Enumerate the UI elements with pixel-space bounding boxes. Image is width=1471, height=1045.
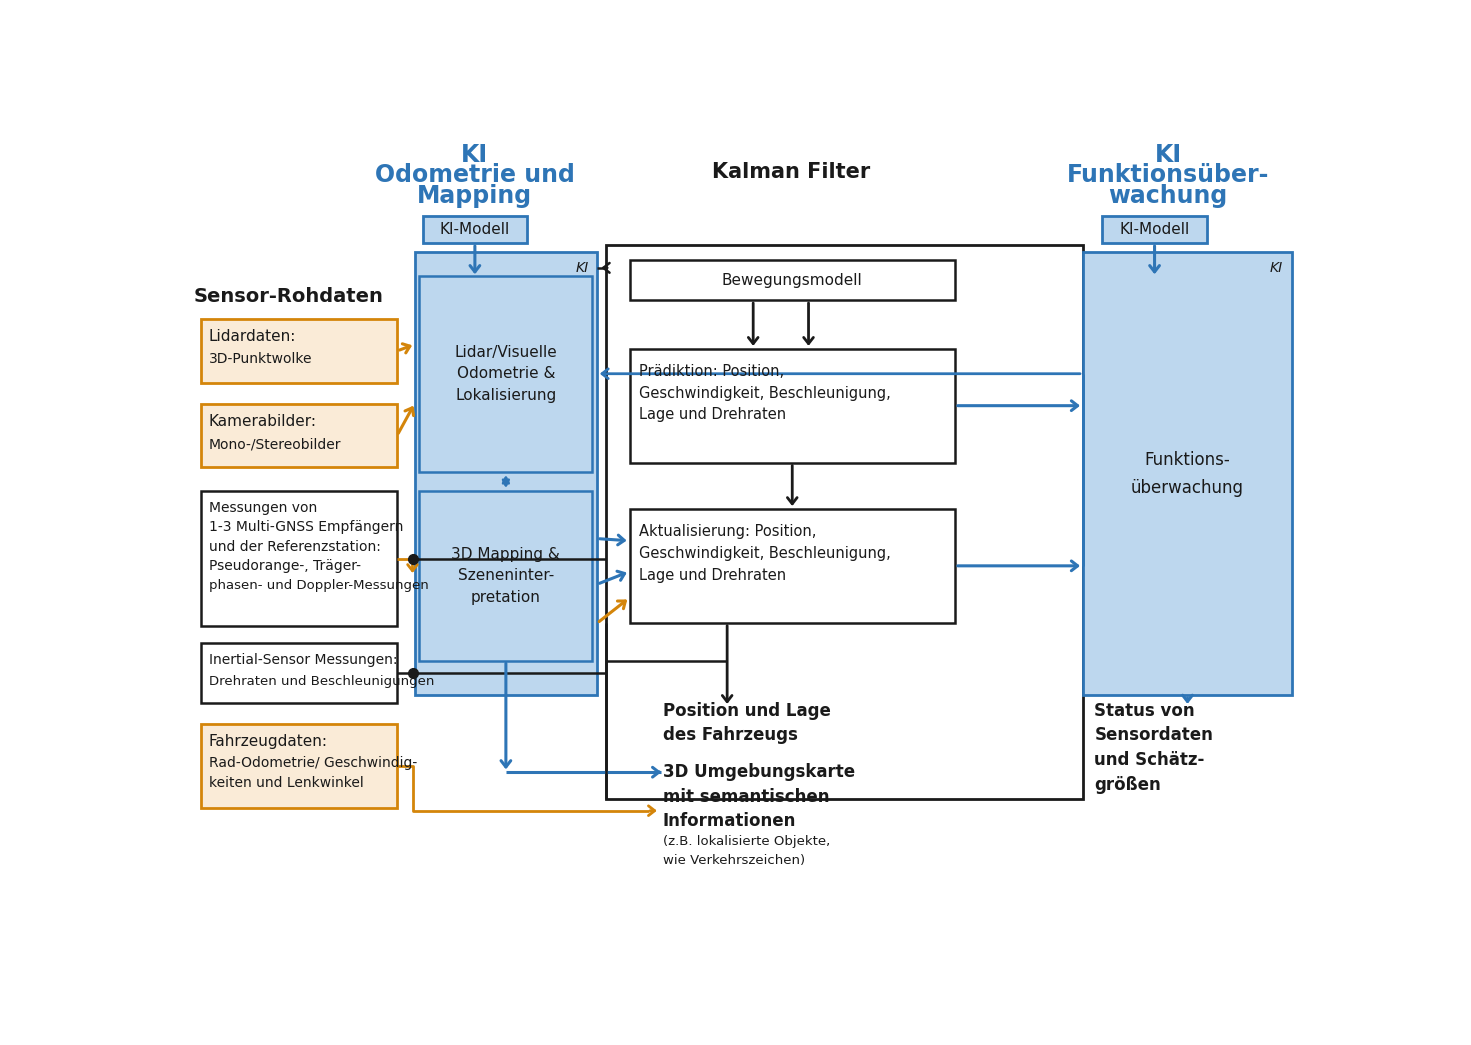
Bar xyxy=(1083,253,1292,695)
Text: wie Verkehrszeichen): wie Verkehrszeichen) xyxy=(663,854,805,867)
Bar xyxy=(202,404,397,467)
Text: überwachung: überwachung xyxy=(1131,479,1244,496)
Text: Kalman Filter: Kalman Filter xyxy=(712,162,869,182)
Text: keiten und Lenkwinkel: keiten und Lenkwinkel xyxy=(209,776,363,790)
Text: Szeneninter-: Szeneninter- xyxy=(457,568,555,583)
Text: 3D-Punktwolke: 3D-Punktwolke xyxy=(209,352,312,367)
Text: KI-Modell: KI-Modell xyxy=(1119,223,1190,237)
Bar xyxy=(419,491,593,660)
Text: Odometrie und: Odometrie und xyxy=(375,163,575,187)
Text: Prädiktion: Position,: Prädiktion: Position, xyxy=(638,365,784,379)
Text: Geschwindigkeit, Beschleunigung,: Geschwindigkeit, Beschleunigung, xyxy=(638,386,890,401)
Text: Rad-Odometrie/ Geschwindig-: Rad-Odometrie/ Geschwindig- xyxy=(209,756,416,770)
Text: des Fahrzeugs: des Fahrzeugs xyxy=(663,726,797,744)
Text: 1-3 Multi-GNSS Empfängern: 1-3 Multi-GNSS Empfängern xyxy=(209,520,403,534)
Bar xyxy=(630,349,955,463)
Text: Odometrie &: Odometrie & xyxy=(456,366,555,381)
Bar xyxy=(419,276,593,472)
Text: Lokalisierung: Lokalisierung xyxy=(455,388,556,402)
Text: Geschwindigkeit, Beschleunigung,: Geschwindigkeit, Beschleunigung, xyxy=(638,547,890,561)
Bar xyxy=(630,260,955,300)
Text: Informationen: Informationen xyxy=(663,812,796,831)
Text: Lidar/Visuelle: Lidar/Visuelle xyxy=(455,345,558,359)
Bar xyxy=(202,643,397,703)
Bar xyxy=(202,724,397,808)
Text: KI: KI xyxy=(1269,261,1283,275)
Text: Fahrzeugdaten:: Fahrzeugdaten: xyxy=(209,734,328,749)
Text: Position und Lage: Position und Lage xyxy=(663,701,831,720)
Text: Kamerabilder:: Kamerabilder: xyxy=(209,414,316,428)
Text: Lidardaten:: Lidardaten: xyxy=(209,329,296,344)
Text: wachung: wachung xyxy=(1109,184,1228,208)
Text: Mono-/Stereobilder: Mono-/Stereobilder xyxy=(209,437,341,451)
Text: Sensordaten: Sensordaten xyxy=(1094,726,1214,744)
Text: und Schätz-: und Schätz- xyxy=(1094,751,1205,769)
Text: Bewegungsmodell: Bewegungsmodell xyxy=(722,273,862,287)
Text: KI-Modell: KI-Modell xyxy=(440,223,510,237)
Text: 3D Mapping &: 3D Mapping & xyxy=(452,547,560,562)
Text: größen: größen xyxy=(1094,775,1161,793)
Text: phasen- und Doppler-Messungen: phasen- und Doppler-Messungen xyxy=(209,579,428,591)
Bar xyxy=(630,509,955,623)
Bar xyxy=(422,216,527,243)
Text: pretation: pretation xyxy=(471,590,541,605)
Bar xyxy=(415,253,597,695)
Text: Funktionsüber-: Funktionsüber- xyxy=(1066,163,1269,187)
Text: (z.B. lokalisierte Objekte,: (z.B. lokalisierte Objekte, xyxy=(663,835,830,847)
Text: und der Referenzstation:: und der Referenzstation: xyxy=(209,539,381,554)
Text: mit semantischen: mit semantischen xyxy=(663,788,830,806)
Text: Lage und Drehraten: Lage und Drehraten xyxy=(638,408,786,422)
Bar xyxy=(202,320,397,382)
Text: Lage und Drehraten: Lage und Drehraten xyxy=(638,567,786,582)
Text: Aktualisierung: Position,: Aktualisierung: Position, xyxy=(638,525,816,539)
Text: KI: KI xyxy=(577,261,590,275)
Text: Funktions-: Funktions- xyxy=(1144,451,1230,469)
Bar xyxy=(1102,216,1206,243)
Text: Inertial-Sensor Messungen:: Inertial-Sensor Messungen: xyxy=(209,653,397,667)
Bar xyxy=(202,491,397,626)
Text: KI: KI xyxy=(1155,143,1181,166)
Text: 3D Umgebungskarte: 3D Umgebungskarte xyxy=(663,763,855,782)
Text: Mapping: Mapping xyxy=(416,184,533,208)
Bar xyxy=(606,245,1083,799)
Text: Sensor-Rohdaten: Sensor-Rohdaten xyxy=(194,286,384,306)
Text: Drehraten und Beschleunigungen: Drehraten und Beschleunigungen xyxy=(209,675,434,688)
Text: KI: KI xyxy=(460,143,488,166)
Text: Messungen von: Messungen von xyxy=(209,502,316,515)
Text: Status von: Status von xyxy=(1094,701,1194,720)
Text: Pseudorange-, Träger-: Pseudorange-, Träger- xyxy=(209,559,360,573)
